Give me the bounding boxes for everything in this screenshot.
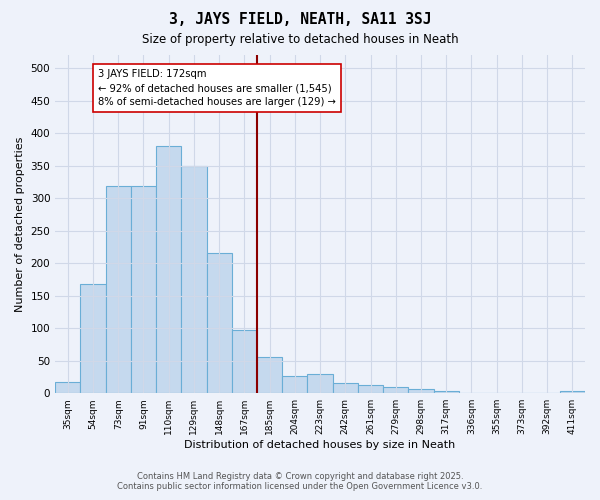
Bar: [409, 388, 434, 393]
Bar: [459, 392, 484, 393]
Bar: [484, 392, 509, 393]
Bar: [232, 330, 257, 393]
Bar: [434, 390, 459, 393]
Bar: [55, 382, 80, 393]
Bar: [282, 376, 307, 393]
Bar: [106, 186, 131, 393]
Y-axis label: Number of detached properties: Number of detached properties: [15, 136, 25, 312]
Text: 3, JAYS FIELD, NEATH, SA11 3SJ: 3, JAYS FIELD, NEATH, SA11 3SJ: [169, 12, 431, 28]
Text: Size of property relative to detached houses in Neath: Size of property relative to detached ho…: [142, 32, 458, 46]
Bar: [535, 392, 560, 393]
Bar: [156, 146, 181, 393]
Bar: [332, 384, 358, 393]
Bar: [307, 374, 332, 393]
Bar: [80, 284, 106, 393]
Text: 3 JAYS FIELD: 172sqm
← 92% of detached houses are smaller (1,545)
8% of semi-det: 3 JAYS FIELD: 172sqm ← 92% of detached h…: [98, 70, 336, 108]
Bar: [560, 392, 585, 393]
Bar: [383, 386, 409, 393]
Text: Contains HM Land Registry data © Crown copyright and database right 2025.
Contai: Contains HM Land Registry data © Crown c…: [118, 472, 482, 491]
Bar: [131, 186, 156, 393]
X-axis label: Distribution of detached houses by size in Neath: Distribution of detached houses by size …: [184, 440, 456, 450]
Bar: [206, 254, 232, 393]
Bar: [257, 358, 282, 393]
Bar: [358, 385, 383, 393]
Bar: [181, 166, 206, 393]
